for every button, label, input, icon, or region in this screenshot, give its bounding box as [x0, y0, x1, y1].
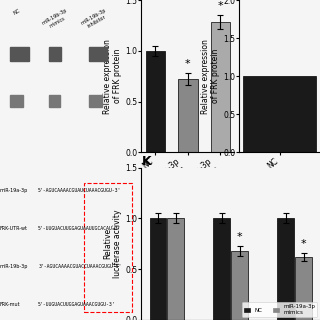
- Y-axis label: Relative expression
of FRK protein: Relative expression of FRK protein: [201, 39, 220, 114]
- Text: *: *: [218, 1, 223, 11]
- Bar: [49, 47, 61, 61]
- Text: *: *: [185, 59, 191, 69]
- Text: miR-19b-3p
mimics: miR-19b-3p mimics: [41, 8, 71, 31]
- Text: 5'-UUGUACUUGGAGUAAACGUGU-3': 5'-UUGUACUUGGAGUAAACGUGU-3': [38, 302, 116, 307]
- Bar: [231, 251, 248, 320]
- Bar: [49, 95, 60, 107]
- Text: FRK-UTR-wt: FRK-UTR-wt: [0, 226, 28, 231]
- Text: 5'-UUGUACUUGGAGUAAUUGCACAU-3': 5'-UUGUACUUGGAGUAAUUGCACAU-3': [38, 226, 122, 231]
- Y-axis label: Relative
luciferase activity: Relative luciferase activity: [103, 210, 122, 278]
- Text: miR-19a-3p: miR-19a-3p: [0, 188, 28, 193]
- Bar: [211, 22, 230, 152]
- Text: FRK-mut: FRK-mut: [0, 302, 20, 307]
- Text: K: K: [141, 155, 151, 168]
- Text: *: *: [237, 232, 243, 242]
- Text: NC: NC: [13, 8, 21, 15]
- Bar: [89, 47, 107, 61]
- Bar: [178, 79, 198, 152]
- Text: miR-19b-3p: miR-19b-3p: [0, 264, 28, 269]
- Legend: NC, miR-19a-3p
mimics: NC, miR-19a-3p mimics: [242, 302, 317, 317]
- Bar: [89, 95, 102, 107]
- Bar: [10, 95, 23, 107]
- Bar: [10, 47, 29, 61]
- Bar: [149, 219, 166, 320]
- Bar: [277, 219, 294, 320]
- Text: 5'-AGUCAAAACGUAUCUAAACGUGU-3': 5'-AGUCAAAACGUAUCUAAACGUGU-3': [38, 188, 122, 193]
- Text: miR-19b-3p
inhibitor: miR-19b-3p inhibitor: [80, 8, 110, 31]
- Text: *: *: [301, 239, 306, 249]
- Bar: [146, 51, 165, 152]
- Bar: [295, 257, 312, 320]
- Y-axis label: Relative expression
of FRK protein: Relative expression of FRK protein: [103, 39, 122, 114]
- Bar: [243, 76, 316, 152]
- Bar: [167, 219, 184, 320]
- Bar: [213, 219, 230, 320]
- Text: 3'-AGUCAAAACGUACCUAAACGUGU-5': 3'-AGUCAAAACGUACCUAAACGUGU-5': [38, 264, 122, 269]
